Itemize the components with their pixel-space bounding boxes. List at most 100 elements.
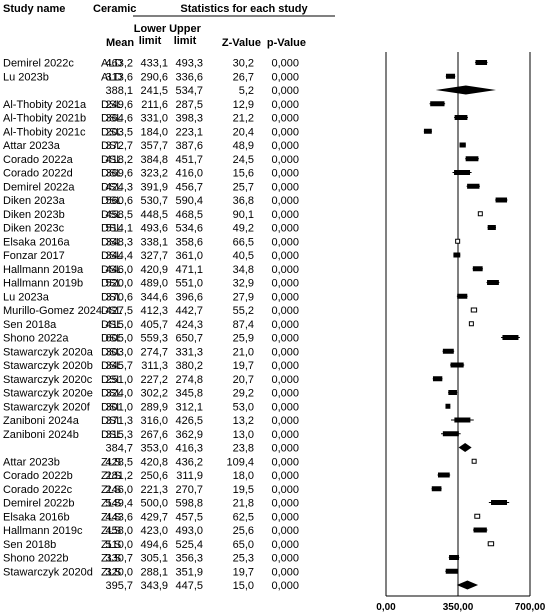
cell-ceramic: DSL (101, 223, 122, 235)
cell-p-value: 0,000 (271, 58, 299, 70)
study-point-marker (431, 486, 442, 492)
cell-upper-limit: 345,8 (175, 388, 203, 400)
cell-p-value: 0,000 (271, 168, 299, 180)
cell-lower-limit: 305,1 (140, 553, 168, 565)
study-point-marker (468, 321, 474, 327)
cell-upper-limit: 287,5 (175, 99, 203, 111)
study-point-marker (445, 403, 451, 409)
study-point-marker (467, 183, 480, 189)
cell-lower-limit: 290,6 (140, 71, 168, 83)
cell-study-name: Diken 2023b (3, 209, 65, 221)
header-z-value: Z-Value (222, 37, 261, 49)
cell-ceramic: DSL (101, 250, 122, 262)
cell-p-value: 0,000 (271, 443, 299, 455)
cell-mean: 369,6 (105, 168, 133, 180)
cell-upper-limit: 274,8 (175, 374, 203, 386)
cell-mean: 458,0 (105, 525, 133, 537)
cell-ceramic: DSL (101, 140, 122, 152)
cell-study-name: Sen 2018b (3, 539, 56, 551)
cell-lower-limit: 530,7 (140, 195, 168, 207)
cell-z-value: 25,9 (233, 333, 254, 345)
cell-p-value: 0,000 (271, 99, 299, 111)
summary-row: 388,1 241,5 534,7 5,2 0,000 (105, 85, 299, 97)
cell-p-value: 0,000 (271, 511, 299, 523)
cell-mean: 344,4 (105, 250, 133, 262)
cell-upper-limit: 356,3 (175, 553, 203, 565)
cell-lower-limit: 357,7 (140, 140, 168, 152)
cell-study-name: Al-Thobity 2021b (3, 113, 86, 125)
cell-lower-limit: 429,7 (140, 511, 168, 523)
cell-ceramic: DSL (101, 333, 122, 345)
study-point-marker (475, 60, 488, 65)
cell-mean: 345,7 (105, 360, 133, 372)
cell-p-value: 0,000 (271, 498, 299, 510)
cell-ceramic: DSL (101, 374, 122, 386)
cell-mean: 560,6 (105, 195, 133, 207)
cell-lower-limit: 494,6 (140, 539, 168, 551)
cell-upper-limit: 336,6 (175, 71, 203, 83)
study-point-marker (450, 362, 464, 368)
cell-ceramic: ALD (101, 58, 122, 70)
cell-mean: 549,4 (105, 498, 133, 510)
cell-mean: 370,6 (105, 291, 133, 303)
cell-mean: 364,6 (105, 113, 133, 125)
cell-lower-limit: 412,3 (140, 305, 168, 317)
cell-ceramic: DSL (101, 126, 122, 138)
cell-mean: 395,7 (105, 580, 133, 592)
cell-mean: 303,0 (105, 346, 133, 358)
cell-ceramic: DSL (101, 264, 122, 276)
cell-study-name: Hallmann 2019b (3, 278, 83, 290)
summary-row: 395,7 343,9 447,5 15,0 0,000 (105, 580, 299, 592)
cell-z-value: 25,3 (233, 553, 254, 565)
cell-upper-limit: 457,5 (175, 511, 203, 523)
cell-study-name: Corado 2022d (3, 168, 73, 180)
cell-upper-limit: 442,7 (175, 305, 203, 317)
cell-upper-limit: 223,1 (175, 126, 203, 138)
cell-mean: 384,7 (105, 443, 133, 455)
cell-ceramic: DSL (101, 236, 122, 248)
cell-lower-limit: 211,6 (141, 99, 168, 111)
cell-study-name: Stawarczyk 2020e (3, 388, 93, 400)
cell-study-name: Diken 2023a (3, 195, 66, 207)
cell-lower-limit: 327,7 (140, 250, 168, 262)
cell-lower-limit: 311,3 (141, 360, 168, 372)
cell-z-value: 20,7 (233, 374, 254, 386)
cell-ceramic: ALD (101, 71, 122, 83)
cell-study-name: Stawarczyk 2020a (3, 346, 94, 358)
cell-z-value: 36,8 (233, 195, 254, 207)
cell-lower-limit: 267,6 (140, 429, 168, 441)
cell-ceramic: ZLS (101, 456, 121, 468)
cell-p-value: 0,000 (271, 553, 299, 565)
cell-z-value: 26,7 (233, 71, 254, 83)
cell-mean: 520,0 (105, 278, 133, 290)
x-tick-label: 0,00 (376, 602, 396, 613)
cell-z-value: 30,2 (233, 58, 254, 70)
cell-upper-limit: 416,3 (175, 443, 203, 455)
cell-lower-limit: 344,6 (140, 291, 168, 303)
study-point-marker (453, 252, 461, 258)
study-point-marker (430, 101, 445, 107)
cell-ceramic: DSL (101, 360, 122, 372)
cell-study-name: Elsaka 2016a (3, 236, 71, 248)
cell-z-value: 5,2 (239, 85, 254, 97)
header-p-value: p-Value (267, 37, 306, 49)
cell-upper-limit: 471,1 (175, 264, 203, 276)
study-point-marker (473, 527, 487, 533)
cell-lower-limit: 274,7 (140, 346, 168, 358)
cell-upper-limit: 416,0 (175, 168, 203, 180)
cell-z-value: 21,2 (233, 113, 254, 125)
cell-upper-limit: 387,6 (175, 140, 203, 152)
cell-lower-limit: 353,0 (140, 443, 168, 455)
cell-p-value: 0,000 (271, 346, 299, 358)
header-ceramic: Ceramic (93, 3, 136, 15)
header-lower-line1: Lower (134, 23, 167, 35)
study-point-marker (502, 335, 519, 340)
cell-z-value: 13,0 (233, 429, 254, 441)
